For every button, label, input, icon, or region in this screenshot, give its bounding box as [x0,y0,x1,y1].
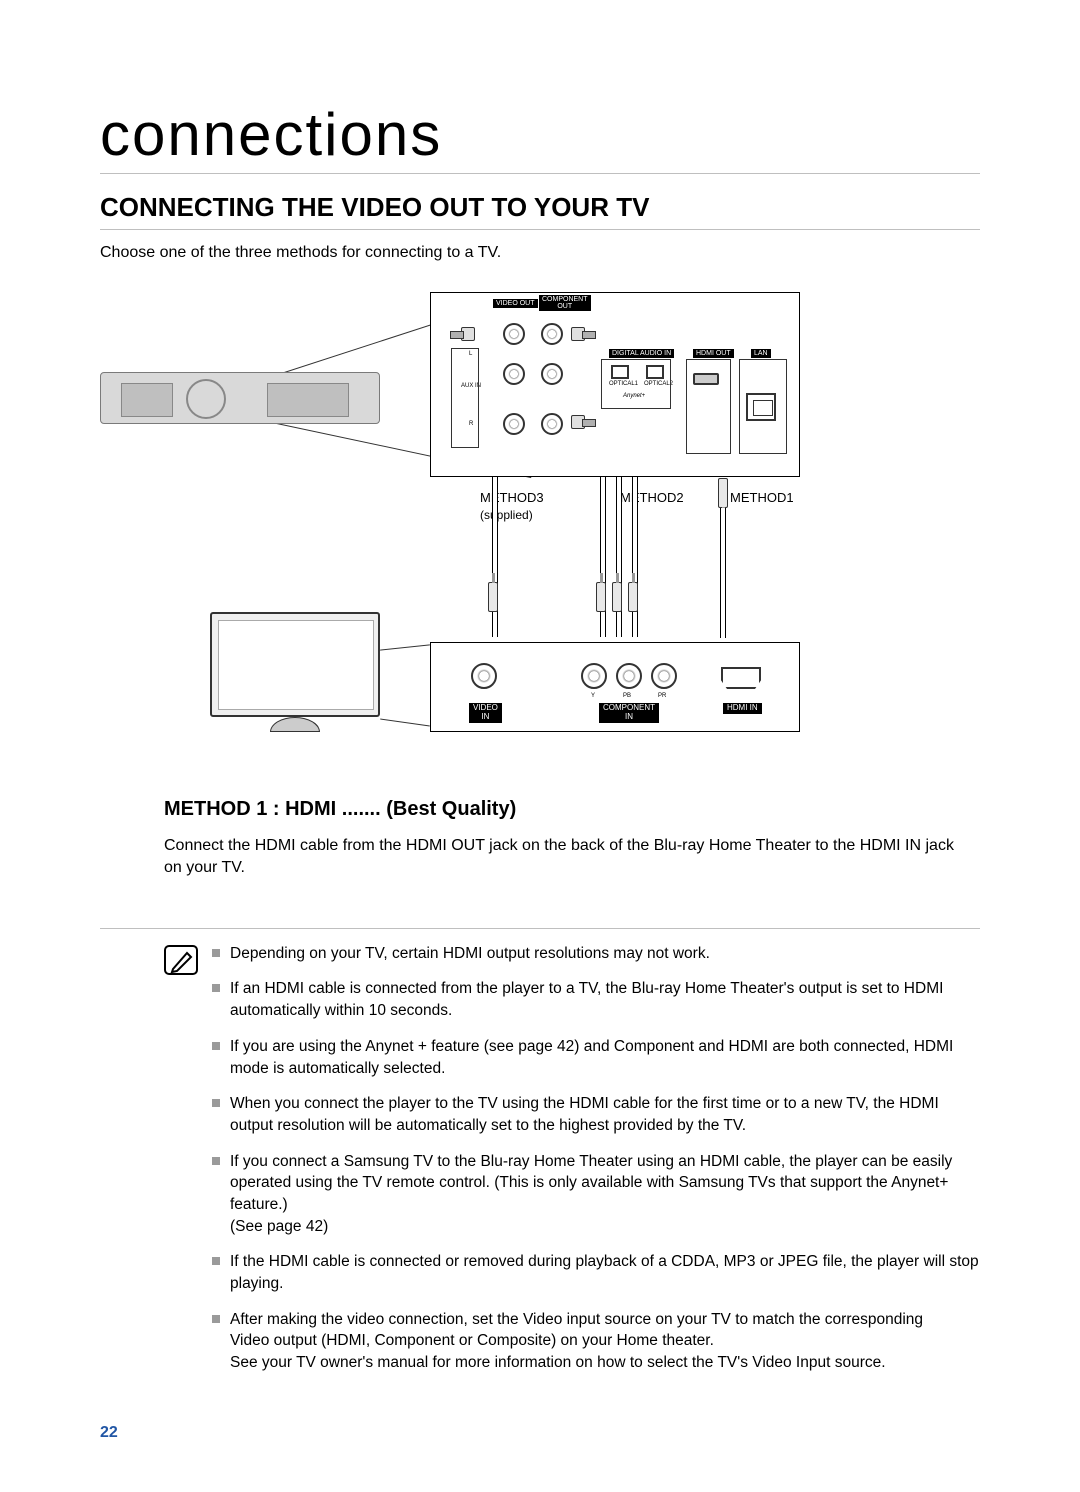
cable-method1-hdmi [720,508,726,638]
comp-plug-y [596,582,606,612]
video-plug-mid [488,582,498,612]
tv-inputs-detail: VIDEO IN Y PB PR COMPONENT IN HDMI IN [430,642,800,732]
plug-component-top [571,327,585,341]
label-pb: PB [623,693,631,699]
method1-description: Connect the HDMI cable from the HDMI OUT… [164,835,960,880]
note-item: When you connect the player to the TV us… [212,1093,980,1136]
tv-rca-y [581,663,607,689]
label-method2: METHOD2 [620,490,684,505]
tv-hdmi-in [721,667,761,689]
cable-method2-y [600,477,606,637]
note-item: If the HDMI cable is connected or remove… [212,1251,980,1294]
label-method3-sub: (supplied) [480,508,533,522]
tv-rca-pb [616,663,642,689]
note-item: If you are using the Anynet + feature (s… [212,1036,980,1079]
notes-list: Depending on your TV, certain HDMI outpu… [212,943,980,1388]
rca-y-out [541,323,563,345]
label-y: Y [591,693,595,699]
label-method3: METHOD3 [480,490,544,505]
comp-plug-pb [612,582,622,612]
rca-pr-out [503,413,525,435]
plug-video-out [461,327,475,341]
plug-component-bottom [571,415,585,429]
tv-illustration [210,612,380,732]
tv-rca-video-in [471,663,497,689]
label-component-out: COMPONENT OUT [539,295,591,311]
rca-pb-out [503,363,525,385]
label-hdmi-in: HDMI IN [723,703,762,714]
comp-plug-pr [628,582,638,612]
label-method1: METHOD1 [730,490,794,505]
device-rear-detail: VIDEO OUT COMPONENT OUT DIGITAL AUDIO IN… [430,292,800,477]
note-item: After making the video connection, set t… [212,1309,980,1374]
notes-section: Depending on your TV, certain HDMI outpu… [100,928,980,1388]
label-component-in: COMPONENT IN [599,703,659,723]
section-heading: CONNECTING THE VIDEO OUT TO YOUR TV [100,192,980,230]
page-number: 22 [100,1424,118,1442]
cable-method2-pr [632,477,638,637]
note-item: Depending on your TV, certain HDMI outpu… [212,943,980,965]
label-lan: LAN [751,349,771,358]
note-item: If an HDMI cable is connected from the p… [212,978,980,1021]
rca-video-out [503,323,525,345]
device-rear-thumbnail [100,372,380,424]
page-title: connections [100,100,980,174]
label-video-out: VIDEO OUT [493,299,538,308]
label-digital-audio-in: DIGITAL AUDIO IN [609,349,674,358]
label-pr: PR [658,693,666,699]
note-icon [164,945,198,975]
method1-heading: METHOD 1 : HDMI ....... (Best Quality) [164,798,980,821]
rca-pr-out2 [541,413,563,435]
cable-method3 [492,477,498,637]
connection-diagram: VIDEO OUT COMPONENT OUT DIGITAL AUDIO IN… [100,292,970,762]
cable-method2-pb [616,477,622,637]
note-item: If you connect a Samsung TV to the Blu-r… [212,1151,980,1238]
intro-text: Choose one of the three methods for conn… [100,244,980,262]
label-video-in: VIDEO IN [469,703,502,723]
label-hdmi-out: HDMI OUT [693,349,734,358]
tv-rca-pr [651,663,677,689]
rca-pb-out2 [541,363,563,385]
hdmi-plug-top [718,478,728,508]
